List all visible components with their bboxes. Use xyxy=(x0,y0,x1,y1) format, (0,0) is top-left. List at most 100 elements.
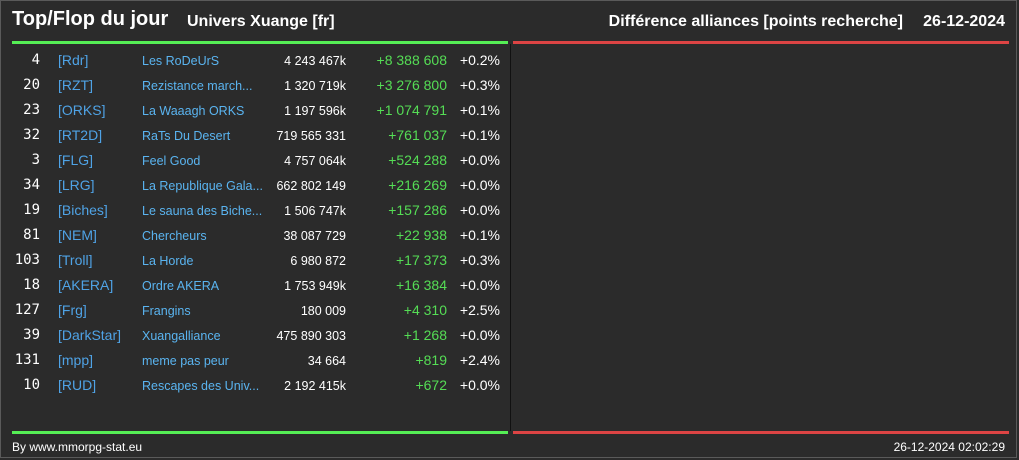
site-credit: By www.mmorpg-stat.eu xyxy=(12,440,143,454)
alliance-rank: 18 xyxy=(23,277,40,293)
alliance-rank: 131 xyxy=(14,352,40,368)
alliance-rank: 23 xyxy=(23,102,40,118)
alliance-tag-link[interactable]: [Rdr] xyxy=(58,52,89,68)
alliance-tag-link[interactable]: [RUD] xyxy=(58,377,97,393)
alliance-rank: 103 xyxy=(14,252,40,268)
alliance-name-link[interactable]: La Waaagh ORKS xyxy=(142,104,245,118)
top-alliances-list: 4 [Rdr] Les RoDeUrS 4 243 467k +8 388 608 +0.… xyxy=(1,49,509,399)
alliance-rank: 81 xyxy=(23,227,40,243)
percent-change: +0.3% xyxy=(459,77,500,93)
alliance-row: 81 [NEM] Chercheurs 38 087 729 +22 938 +0.1% xyxy=(1,224,509,249)
percent-change: +0.0% xyxy=(459,152,500,168)
alliance-name-link[interactable]: Chercheurs xyxy=(142,229,207,243)
alliance-name-link[interactable]: meme pas peur xyxy=(142,354,229,368)
alliance-tag-link[interactable]: [Troll] xyxy=(58,252,93,268)
alliance-name-link[interactable]: Feel Good xyxy=(142,154,201,168)
alliance-name-link[interactable]: Xuangalliance xyxy=(142,329,221,343)
alliance-tag-link[interactable]: [FLG] xyxy=(58,152,94,168)
alliance-points: 475 890 303 xyxy=(276,329,346,343)
alliance-points: 1 197 596k xyxy=(284,104,346,118)
alliance-rank: 4 xyxy=(31,52,40,68)
column-divider xyxy=(510,44,511,431)
alliance-row: 32 [RT2D] RaTs Du Desert 719 565 331 +761 03… xyxy=(1,124,509,149)
top-section-bar xyxy=(12,41,508,44)
alliance-row: 10 [RUD] Rescapes des Univ... 2 192 415k +67… xyxy=(1,374,509,399)
alliance-points: 6 980 872 xyxy=(290,254,346,268)
alliance-tag-link[interactable]: [RT2D] xyxy=(58,127,103,143)
percent-change: +2.5% xyxy=(459,302,500,318)
points-difference: +524 288 xyxy=(388,152,447,168)
percent-change: +0.0% xyxy=(459,202,500,218)
points-difference: +1 268 xyxy=(403,327,447,343)
alliance-points: 4 243 467k xyxy=(284,54,346,68)
alliance-points: 4 757 064k xyxy=(284,154,346,168)
alliance-row: 103 [Troll] La Horde 6 980 872 +17 373 +0.3% xyxy=(1,249,509,274)
alliance-points: 1 506 747k xyxy=(284,204,346,218)
alliance-row: 20 [RZT] Rezistance march... 1 320 719k +3 2… xyxy=(1,74,509,99)
alliance-points: 1 753 949k xyxy=(284,279,346,293)
report-date: 26-12-2024 xyxy=(923,13,1005,30)
alliance-name-link[interactable]: Les RoDeUrS xyxy=(142,54,220,68)
alliance-name-link[interactable]: Rescapes des Univ... xyxy=(142,379,260,393)
points-difference: +16 384 xyxy=(396,277,447,293)
points-difference: +3 276 800 xyxy=(376,77,447,93)
alliance-tag-link[interactable]: [NEM] xyxy=(58,227,97,243)
alliance-rank: 39 xyxy=(23,327,40,343)
percent-change: +0.0% xyxy=(459,327,500,343)
ranking-subtitle: Différence alliances [points recherche] xyxy=(608,13,903,30)
percent-change: +0.0% xyxy=(459,377,500,393)
alliance-name-link[interactable]: La Republique Gala... xyxy=(142,179,263,193)
alliance-name-link[interactable]: Ordre AKERA xyxy=(142,279,220,293)
alliance-tag-link[interactable]: [ORKS] xyxy=(58,102,106,118)
points-difference: +819 xyxy=(415,352,447,368)
alliance-points: 1 320 719k xyxy=(284,79,346,93)
alliance-rank: 20 xyxy=(23,77,40,93)
alliance-row: 4 [Rdr] Les RoDeUrS 4 243 467k +8 388 608 +0.… xyxy=(1,49,509,74)
alliance-tag-link[interactable]: [DarkStar] xyxy=(58,327,122,343)
alliance-points: 34 664 xyxy=(307,354,346,368)
alliance-points: 180 009 xyxy=(300,304,346,318)
generated-timestamp: 26-12-2024 02:02:29 xyxy=(893,440,1005,454)
points-difference: +672 xyxy=(415,377,447,393)
alliance-rank: 32 xyxy=(23,127,40,143)
alliance-points: 719 565 331 xyxy=(276,129,346,143)
alliance-row: 131 [mpp] meme pas peur 34 664 +819 +2.4% xyxy=(1,349,509,374)
points-difference: +22 938 xyxy=(396,227,447,243)
alliance-row: 39 [DarkStar] Xuangalliance 475 890 303 +1 2… xyxy=(1,324,509,349)
points-difference: +1 074 791 xyxy=(376,102,447,118)
points-difference: +17 373 xyxy=(396,252,447,268)
alliance-row: 127 [Frg] Frangins 180 009 +4 310 +2.5% xyxy=(1,299,509,324)
percent-change: +2.4% xyxy=(459,352,500,368)
universe-label: Univers Xuange [fr] xyxy=(187,13,335,30)
alliance-row: 34 [LRG] La Republique Gala... 662 802 149 +… xyxy=(1,174,509,199)
top-section-bottom-bar xyxy=(12,431,508,434)
alliance-tag-link[interactable]: [LRG] xyxy=(58,177,95,193)
alliance-rank: 19 xyxy=(23,202,40,218)
alliance-row: 19 [Biches] Le sauna des Biche... 1 506 747… xyxy=(1,199,509,224)
alliance-points: 38 087 729 xyxy=(283,229,346,243)
percent-change: +0.3% xyxy=(459,252,500,268)
points-difference: +216 269 xyxy=(388,177,447,193)
alliance-tag-link[interactable]: [Biches] xyxy=(58,202,108,218)
alliance-rank: 10 xyxy=(23,377,40,393)
alliance-rank: 3 xyxy=(31,152,40,168)
alliance-name-link[interactable]: Frangins xyxy=(142,304,191,318)
alliance-tag-link[interactable]: [AKERA] xyxy=(58,277,114,293)
alliance-points: 2 192 415k xyxy=(284,379,346,393)
flop-section-bottom-bar xyxy=(513,431,1009,434)
alliance-tag-link[interactable]: [mpp] xyxy=(58,352,94,368)
percent-change: +0.2% xyxy=(459,52,500,68)
alliance-rank: 127 xyxy=(14,302,40,318)
alliance-tag-link[interactable]: [Frg] xyxy=(58,302,87,318)
points-difference: +4 310 xyxy=(403,302,447,318)
alliance-name-link[interactable]: RaTs Du Desert xyxy=(142,129,231,143)
alliance-name-link[interactable]: Le sauna des Biche... xyxy=(142,204,263,218)
page-title: Top/Flop du jour xyxy=(12,8,169,30)
alliance-name-link[interactable]: Rezistance march... xyxy=(142,79,253,93)
alliance-row: 23 [ORKS] La Waaagh ORKS 1 197 596k +1 074 7… xyxy=(1,99,509,124)
percent-change: +0.1% xyxy=(459,102,500,118)
alliance-tag-link[interactable]: [RZT] xyxy=(58,77,93,93)
flop-section-bar xyxy=(513,41,1009,44)
alliance-name-link[interactable]: La Horde xyxy=(142,254,194,268)
